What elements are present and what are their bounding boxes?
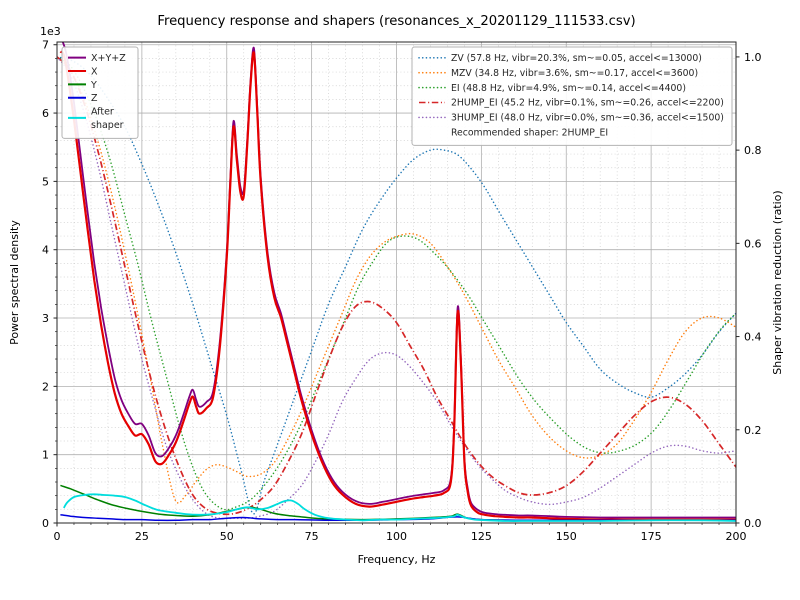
- y-right-tick-label: 0.2: [744, 424, 762, 437]
- legend-box: [411, 46, 733, 146]
- legend-label: 2HUMP_EI (45.2 Hz, vibr=0.1%, sm~=0.26, …: [451, 98, 724, 109]
- x-tick-label: 75: [305, 530, 319, 543]
- x-tick-label: 25: [135, 530, 149, 543]
- x-tick-label: 0: [54, 530, 61, 543]
- y-left-tick-label: 6: [42, 107, 49, 120]
- legend-label: Y: [90, 80, 97, 91]
- y-left-tick-label: 2: [42, 380, 49, 393]
- x-tick-label: 200: [726, 530, 747, 543]
- axis-ticks: 0 25 50 75 100 125 150 175 200 0 1 2 3 4 5 6 7 0.0 0.2 0.4 0…: [42, 39, 762, 543]
- legend-label: After: [91, 107, 114, 118]
- series-after-shaper: [63, 493, 736, 522]
- y-left-tick-label: 4: [42, 244, 49, 257]
- series-mzv: [57, 56, 736, 504]
- legend-label: MZV (34.8 Hz, vibr=3.6%, sm~=0.17, accel…: [451, 68, 698, 79]
- legend-label: Z: [91, 93, 98, 104]
- y-right-tick-label: 0.6: [744, 237, 762, 250]
- legend-shapers: ZV (57.8 Hz, vibr=20.3%, sm~=0.05, accel…: [411, 46, 733, 146]
- x-tick-label: 50: [220, 530, 234, 543]
- y-right-tick-label: 1.0: [744, 51, 762, 64]
- x-tick-label: 100: [386, 530, 407, 543]
- series-x: [59, 50, 736, 521]
- series-2hump-ei: [57, 56, 736, 516]
- y-left-tick-label: 5: [42, 175, 49, 188]
- x-tick-label: 175: [641, 530, 662, 543]
- x-tick-label: 150: [556, 530, 577, 543]
- y-right-tick-label: 0.8: [744, 144, 762, 157]
- legend-label: 3HUMP_EI (48.0 Hz, vibr=0.0%, sm~=0.36, …: [451, 113, 724, 124]
- series-ei: [57, 56, 736, 511]
- legend-label: shaper: [91, 120, 124, 131]
- y-right-axis-label: Shaper vibration reduction (ratio): [771, 190, 784, 374]
- y-left-axis-label: Power spectral density: [8, 220, 21, 345]
- y-right-tick-label: 0.0: [744, 517, 762, 530]
- legend-psd: X+Y+Z XYZ After shaper: [61, 46, 139, 139]
- series-3hump-ei: [57, 56, 736, 520]
- legend-label: EI (48.8 Hz, vibr=4.9%, sm~=0.14, accel<…: [451, 83, 686, 94]
- y-left-tick-label: 7: [42, 39, 49, 52]
- legend-label: X+Y+Z: [91, 53, 126, 64]
- x-tick-label: 125: [471, 530, 492, 543]
- chart-title: Frequency response and shapers (resonanc…: [157, 14, 635, 29]
- recommended-shaper-text: Recommended shaper: 2HUMP_EI: [451, 128, 608, 139]
- y-left-tick-label: 3: [42, 312, 49, 325]
- x-axis-label: Frequency, Hz: [358, 553, 436, 566]
- legend-label: ZV (57.8 Hz, vibr=20.3%, sm~=0.05, accel…: [451, 53, 702, 64]
- y-left-offset-label: 1e3: [40, 25, 61, 38]
- series-zv: [57, 56, 736, 515]
- y-right-tick-label: 0.4: [744, 331, 762, 344]
- series-layer: [57, 42, 736, 522]
- legend-label: X: [91, 66, 98, 77]
- legend-box: [61, 46, 139, 139]
- y-left-tick-label: 0: [42, 517, 49, 530]
- y-left-tick-label: 1: [42, 449, 49, 462]
